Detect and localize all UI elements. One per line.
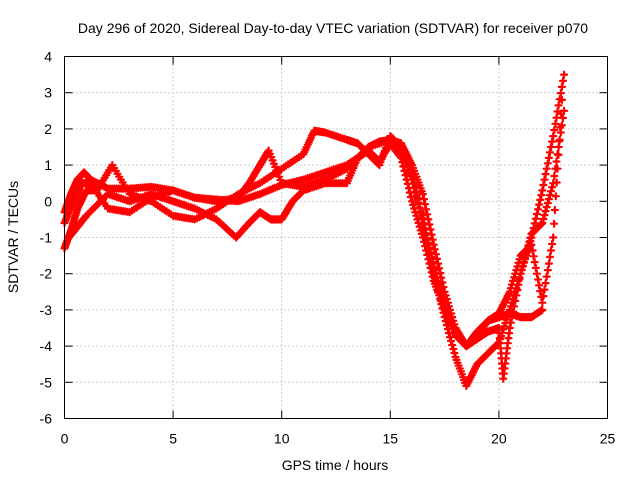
series-markers-track-1 (60, 135, 547, 351)
y-tick-label: 3 (44, 85, 52, 101)
y-tick-label: 2 (44, 121, 52, 137)
series-track-3 (60, 106, 569, 383)
axis-ticks (64, 56, 608, 419)
plot-frame (64, 56, 608, 419)
y-axis-label: SDTVAR / TECUs (5, 181, 21, 293)
x-tick-label: 15 (383, 431, 399, 447)
series-markers-track-2 (60, 70, 569, 390)
series-track-1 (60, 135, 547, 351)
series-markers-track-4 (64, 95, 566, 351)
x-tick-label: 10 (274, 431, 290, 447)
y-tick-label: 1 (44, 157, 52, 173)
y-tick-label: 0 (44, 193, 52, 209)
y-tick-label: -1 (40, 230, 53, 246)
chart-title: Day 296 of 2020, Sidereal Day-to-day VTE… (78, 20, 588, 36)
data-series (60, 70, 569, 390)
y-tick-label: -4 (40, 338, 53, 354)
grid (64, 56, 608, 419)
x-axis-label: GPS time / hours (282, 457, 389, 473)
x-tick-label: 5 (169, 431, 177, 447)
x-tick-label: 0 (61, 431, 69, 447)
y-tick-label: 4 (44, 49, 52, 65)
x-tick-label: 20 (491, 431, 507, 447)
series-markers-track-3 (60, 106, 569, 383)
y-tick-label: -6 (40, 411, 53, 427)
tick-labels: 0 5 10 15 20 25 -6 -5 -4 -3 -2 -1 0 1 2 3 4 (40, 49, 616, 447)
series-track-4 (64, 95, 566, 351)
y-tick-label: -3 (40, 302, 53, 318)
x-tick-label: 25 (600, 431, 616, 447)
y-tick-label: -5 (40, 374, 53, 390)
y-tick-label: -2 (40, 266, 53, 282)
series-track-2 (60, 70, 569, 390)
